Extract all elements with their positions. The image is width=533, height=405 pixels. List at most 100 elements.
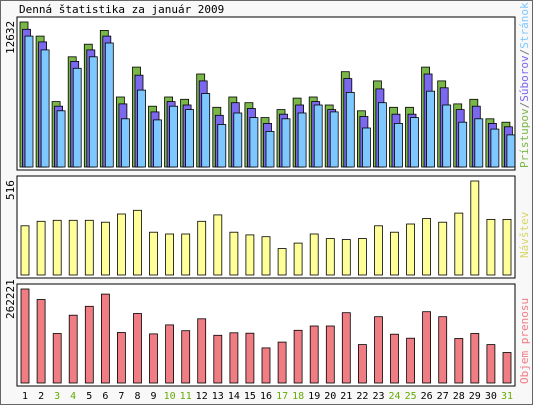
bar-objem-19 [309, 325, 319, 384]
bar-navstev-21 [341, 239, 351, 276]
bar-navstev-24 [390, 231, 399, 276]
day-label-5: 5 [86, 391, 92, 402]
legend-suborov: Súborov [518, 55, 531, 102]
bar-navstev-23 [374, 225, 383, 276]
bar-stranok-19 [313, 104, 323, 168]
bar-stranok-8 [137, 89, 146, 168]
bar-stranok-10 [169, 105, 179, 168]
bar-objem-6 [101, 293, 110, 384]
bar-objem-15 [245, 332, 255, 384]
bar-navstev-11 [181, 233, 191, 276]
bar-objem-11 [181, 330, 191, 384]
day-label-19: 19 [308, 391, 320, 402]
bar-stranok-21 [345, 92, 355, 168]
bar-stranok-24 [394, 123, 403, 168]
bar-stranok-18 [297, 112, 307, 168]
bar-stranok-2 [40, 49, 50, 168]
bar-navstev-16 [261, 236, 271, 276]
bar-navstev-13 [213, 214, 223, 276]
day-label-10: 10 [164, 391, 176, 402]
day-label-27: 27 [437, 391, 449, 402]
bar-stranok-1 [24, 35, 34, 168]
bar-navstev-5 [84, 219, 94, 276]
bar-stranok-28 [458, 121, 468, 168]
bar-navstev-1 [20, 225, 30, 276]
bar-navstev-9 [149, 231, 158, 276]
bar-stranok-11 [185, 109, 195, 168]
bar-stranok-26 [426, 90, 436, 168]
bar-objem-26 [422, 311, 432, 384]
bar-navstev-7 [117, 213, 126, 276]
bar-stranok-29 [474, 118, 484, 168]
bar-stranok-25 [410, 117, 419, 168]
bar-stranok-16 [265, 130, 275, 168]
day-label-29: 29 [469, 391, 481, 402]
day-label-24: 24 [388, 391, 400, 402]
bar-objem-31 [502, 352, 512, 384]
bar-objem-20 [325, 325, 335, 384]
bar-navstev-12 [197, 220, 207, 276]
hits-legend: Prístupov/Súborov/Stránok [518, 2, 531, 168]
bar-stranok-14 [233, 112, 243, 168]
bar-stranok-22 [361, 127, 371, 168]
bandwidth-legend: Objem prenosu [518, 297, 531, 384]
bars-layer [19, 21, 516, 384]
day-label-22: 22 [356, 391, 368, 402]
day-label-11: 11 [180, 391, 192, 402]
bar-navstev-20 [325, 238, 335, 276]
bar-stranok-20 [329, 111, 339, 168]
bar-stranok-23 [377, 102, 387, 168]
bar-objem-29 [470, 333, 480, 384]
day-label-7: 7 [118, 391, 124, 402]
day-label-13: 13 [212, 391, 224, 402]
bar-navstev-29 [470, 180, 480, 276]
bar-stranok-7 [121, 118, 130, 168]
day-label-8: 8 [134, 391, 140, 402]
day-label-4: 4 [70, 391, 76, 402]
day-labels: 1 2 3 4 5 6 7 8 9 10 11 12 13 14 15 16 17 18 19 20 21 22 23 24 2… [22, 391, 513, 402]
bar-objem-1 [20, 288, 30, 384]
day-label-25: 25 [405, 391, 417, 402]
bar-stranok-9 [153, 119, 162, 168]
day-label-21: 21 [340, 391, 352, 402]
day-label-26: 26 [421, 391, 433, 402]
bar-stranok-15 [249, 117, 259, 168]
legend-stranok: Stránok [518, 2, 531, 49]
bar-navstev-31 [502, 218, 512, 276]
bar-objem-7 [117, 332, 126, 384]
bar-navstev-2 [36, 220, 46, 276]
bar-objem-10 [165, 324, 175, 384]
legend-sep-1: / [518, 101, 531, 109]
bar-navstev-28 [454, 212, 464, 276]
bar-objem-3 [52, 333, 62, 384]
bar-stranok-30 [490, 128, 500, 168]
bar-navstev-3 [52, 219, 62, 276]
bar-objem-27 [438, 316, 448, 384]
bar-objem-2 [36, 299, 46, 384]
bar-objem-14 [229, 332, 239, 384]
bandwidth-max-label: 262221 [4, 279, 17, 319]
bar-objem-18 [293, 329, 303, 384]
bar-objem-24 [390, 333, 399, 384]
chart-title: Denná štatistika za január 2009 [19, 3, 225, 16]
visits-legend: Návštev [518, 211, 531, 258]
bar-stranok-4 [72, 67, 82, 168]
day-label-2: 2 [38, 391, 44, 402]
legend-sep-2: / [518, 48, 531, 56]
day-label-1: 1 [22, 391, 28, 402]
day-label-14: 14 [228, 391, 240, 402]
day-label-30: 30 [485, 391, 497, 402]
bar-navstev-15 [245, 234, 255, 276]
day-label-23: 23 [372, 391, 384, 402]
bar-navstev-10 [165, 233, 175, 276]
day-label-18: 18 [292, 391, 304, 402]
legend-pristupov: Prístupov [518, 108, 531, 168]
bar-navstev-4 [68, 219, 78, 276]
day-label-6: 6 [102, 391, 108, 402]
bar-navstev-30 [486, 218, 496, 276]
bar-navstev-6 [101, 221, 110, 276]
bar-objem-16 [261, 347, 271, 384]
bar-navstev-26 [422, 218, 432, 276]
bar-objem-9 [149, 333, 158, 384]
